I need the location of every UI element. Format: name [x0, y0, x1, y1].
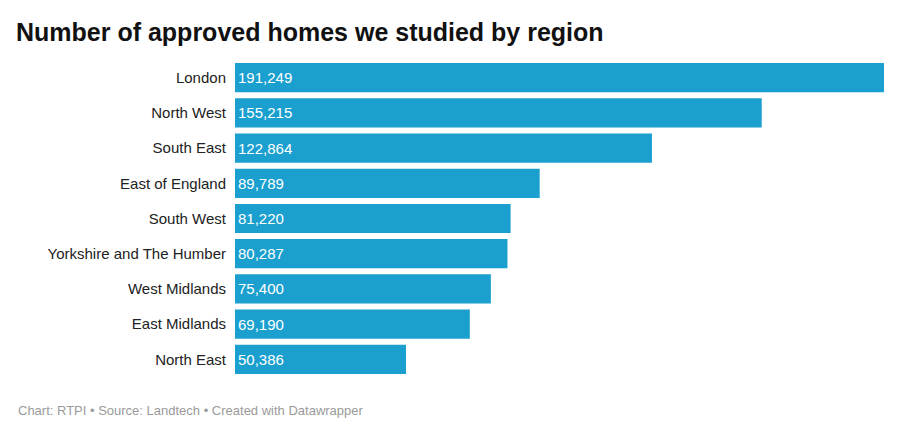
svg-text:South East: South East: [153, 139, 227, 156]
svg-text:155,215: 155,215: [238, 104, 292, 121]
svg-text:Yorkshire and The Humber: Yorkshire and The Humber: [48, 245, 226, 262]
svg-text:West Midlands: West Midlands: [128, 280, 226, 297]
svg-text:122,864: 122,864: [238, 140, 292, 157]
svg-text:69,190: 69,190: [238, 316, 284, 333]
svg-text:50,386: 50,386: [238, 351, 284, 368]
svg-text:North West: North West: [151, 104, 227, 121]
svg-text:89,789: 89,789: [238, 175, 284, 192]
svg-text:191,249: 191,249: [238, 69, 292, 86]
svg-text:East Midlands: East Midlands: [132, 315, 226, 332]
svg-text:London: London: [176, 69, 226, 86]
svg-text:75,400: 75,400: [238, 280, 284, 297]
svg-text:East of England: East of England: [120, 175, 226, 192]
svg-text:Number of approved homes we st: Number of approved homes we studied by r…: [16, 18, 604, 46]
svg-text:South West: South West: [149, 210, 227, 227]
svg-text:North East: North East: [155, 351, 227, 368]
svg-text:80,287: 80,287: [238, 245, 284, 262]
svg-text:81,220: 81,220: [238, 210, 284, 227]
svg-text:Chart: RTPI • Source: Landtech: Chart: RTPI • Source: Landtech • Created…: [18, 403, 364, 418]
